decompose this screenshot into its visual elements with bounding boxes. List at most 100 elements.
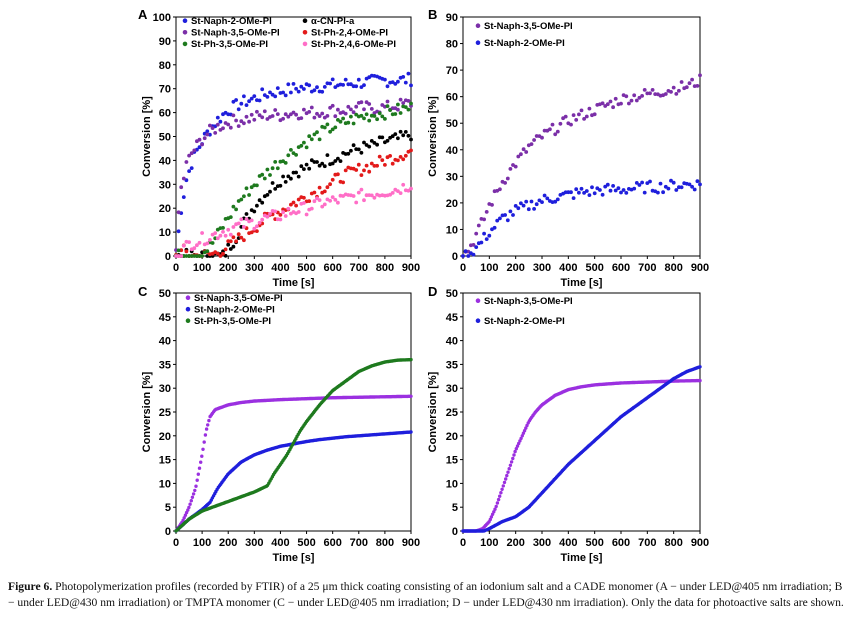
data-point bbox=[540, 200, 544, 205]
data-point bbox=[490, 203, 494, 207]
data-point bbox=[390, 161, 395, 166]
data-point bbox=[679, 80, 684, 84]
x-tick-label: 0 bbox=[460, 537, 466, 549]
data-point bbox=[197, 466, 202, 470]
data-point bbox=[367, 144, 372, 149]
data-point bbox=[330, 103, 335, 108]
data-point bbox=[255, 203, 259, 208]
x-tick-label: 100 bbox=[193, 262, 211, 274]
data-point bbox=[579, 108, 584, 113]
data-point bbox=[309, 206, 314, 211]
data-point bbox=[661, 190, 665, 195]
data-point bbox=[687, 182, 692, 187]
data-point bbox=[383, 77, 387, 82]
data-point bbox=[270, 166, 275, 171]
data-point bbox=[406, 188, 411, 193]
x-tick-label: 800 bbox=[376, 262, 394, 274]
data-point bbox=[508, 209, 513, 214]
data-point bbox=[273, 160, 278, 164]
data-point bbox=[228, 239, 233, 244]
data-point bbox=[286, 153, 291, 158]
x-tick-label: 900 bbox=[691, 537, 709, 549]
data-point bbox=[505, 473, 509, 478]
data-point bbox=[317, 198, 322, 203]
data-point bbox=[698, 182, 702, 187]
data-point bbox=[505, 176, 510, 181]
data-point bbox=[330, 77, 335, 82]
data-point bbox=[513, 164, 518, 169]
data-point bbox=[234, 207, 239, 212]
data-point bbox=[265, 117, 270, 121]
data-point bbox=[236, 124, 241, 128]
data-point bbox=[317, 163, 322, 168]
x-tick-label: 600 bbox=[323, 262, 341, 274]
data-point bbox=[519, 152, 523, 157]
data-point bbox=[359, 100, 364, 105]
data-point bbox=[234, 118, 239, 123]
data-point bbox=[362, 168, 366, 173]
data-point bbox=[383, 117, 387, 121]
data-point bbox=[302, 140, 306, 145]
data-point bbox=[247, 193, 252, 197]
data-point bbox=[375, 163, 379, 168]
data-point bbox=[252, 117, 257, 122]
data-point bbox=[398, 155, 403, 159]
data-point bbox=[296, 174, 301, 179]
data-point bbox=[393, 132, 398, 137]
data-point bbox=[252, 226, 257, 231]
data-point bbox=[215, 122, 220, 127]
data-point bbox=[281, 174, 285, 179]
data-point bbox=[312, 199, 317, 204]
data-point bbox=[619, 101, 623, 106]
data-point bbox=[362, 107, 366, 112]
data-point bbox=[328, 129, 332, 134]
data-point bbox=[207, 418, 211, 423]
data-point bbox=[260, 115, 265, 120]
data-point bbox=[320, 161, 325, 166]
data-point bbox=[634, 98, 639, 103]
data-point bbox=[281, 116, 285, 121]
panel-letter: D bbox=[428, 284, 437, 299]
data-point bbox=[471, 252, 476, 257]
data-point bbox=[249, 218, 254, 223]
data-point bbox=[174, 254, 178, 258]
data-point bbox=[302, 167, 306, 172]
data-point bbox=[577, 112, 581, 117]
y-tick-label: 15 bbox=[446, 455, 458, 467]
data-point bbox=[403, 105, 408, 109]
data-point bbox=[369, 161, 374, 166]
data-point bbox=[325, 122, 330, 127]
data-point bbox=[498, 494, 502, 498]
data-point bbox=[291, 200, 296, 205]
data-point bbox=[611, 184, 615, 188]
data-point bbox=[369, 107, 374, 111]
data-point bbox=[650, 88, 655, 92]
data-point bbox=[257, 98, 262, 103]
data-point bbox=[239, 235, 244, 240]
data-point bbox=[571, 196, 576, 201]
data-point bbox=[613, 96, 618, 101]
data-point bbox=[513, 204, 518, 208]
data-point bbox=[524, 150, 529, 154]
legend-marker bbox=[302, 18, 308, 24]
data-point bbox=[252, 94, 257, 98]
data-point bbox=[409, 430, 413, 434]
data-point bbox=[698, 365, 702, 369]
y-tick-label: 50 bbox=[159, 288, 171, 300]
data-point bbox=[188, 502, 192, 506]
data-point bbox=[242, 225, 246, 229]
data-point bbox=[600, 192, 605, 197]
y-tick-label: 0 bbox=[165, 251, 171, 263]
data-point bbox=[542, 128, 547, 133]
data-point bbox=[322, 85, 327, 89]
data-point bbox=[511, 456, 515, 461]
legend-marker bbox=[182, 18, 188, 24]
data-point bbox=[369, 193, 374, 198]
x-tick-label: 200 bbox=[506, 262, 524, 274]
data-point bbox=[637, 95, 642, 100]
data-point bbox=[398, 111, 403, 115]
data-point bbox=[210, 241, 215, 245]
data-point bbox=[553, 132, 558, 137]
